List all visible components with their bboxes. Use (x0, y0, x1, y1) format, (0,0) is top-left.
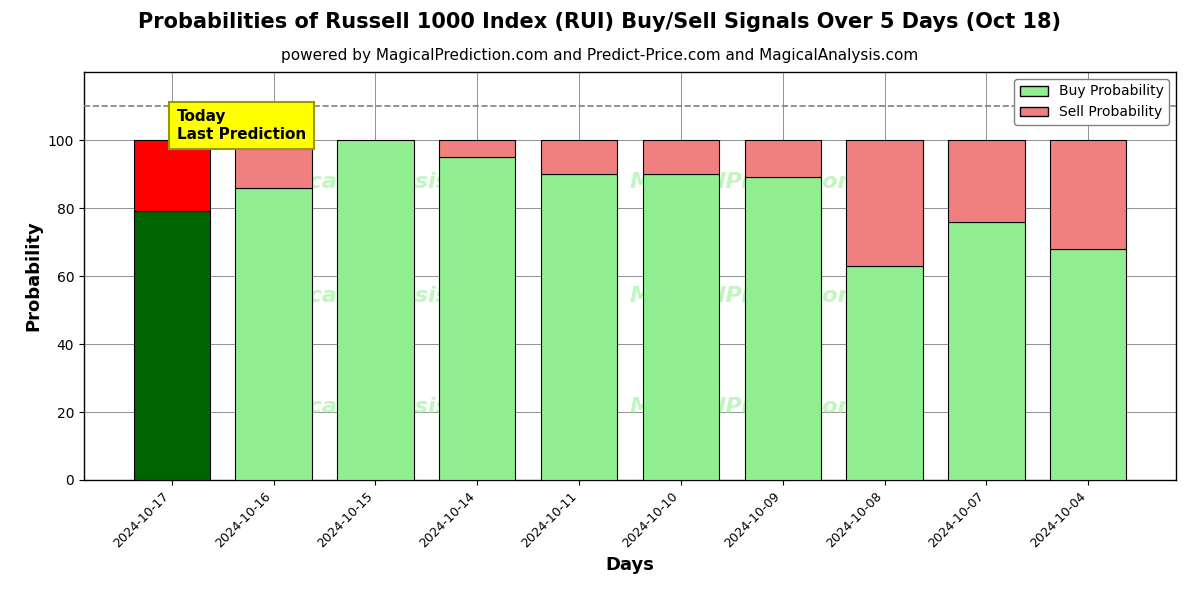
Bar (643, 140, 719, 174)
Bar (948, 140, 1025, 221)
Bar (643, 174, 719, 480)
Bar (846, 266, 923, 480)
Y-axis label: Probability: Probability (24, 221, 42, 331)
Bar (133, 211, 210, 480)
Bar (337, 140, 414, 480)
Bar (1050, 249, 1127, 480)
Bar (846, 140, 923, 266)
Bar (541, 140, 617, 174)
Text: powered by MagicalPrediction.com and Predict-Price.com and MagicalAnalysis.com: powered by MagicalPrediction.com and Pre… (281, 48, 919, 63)
Text: MagicalPrediction.com: MagicalPrediction.com (630, 286, 914, 307)
Bar (744, 178, 821, 480)
Bar (948, 221, 1025, 480)
Bar (1050, 140, 1127, 249)
Text: MagicalPrediction.com: MagicalPrediction.com (630, 397, 914, 416)
Bar (133, 140, 210, 211)
Bar (541, 174, 617, 480)
Bar (744, 140, 821, 178)
Text: Probabilities of Russell 1000 Index (RUI) Buy/Sell Signals Over 5 Days (Oct 18): Probabilities of Russell 1000 Index (RUI… (138, 12, 1062, 32)
Bar (235, 140, 312, 188)
Text: MagicalAnalysis.com: MagicalAnalysis.com (248, 397, 509, 416)
Bar (439, 140, 516, 157)
Legend: Buy Probability, Sell Probability: Buy Probability, Sell Probability (1014, 79, 1169, 125)
Text: MagicalAnalysis.com: MagicalAnalysis.com (248, 286, 509, 307)
Text: Today
Last Prediction: Today Last Prediction (176, 109, 306, 142)
Text: MagicalAnalysis.com: MagicalAnalysis.com (248, 172, 509, 192)
Bar (235, 188, 312, 480)
X-axis label: Days: Days (606, 556, 654, 574)
Bar (439, 157, 516, 480)
Text: MagicalPrediction.com: MagicalPrediction.com (630, 172, 914, 192)
